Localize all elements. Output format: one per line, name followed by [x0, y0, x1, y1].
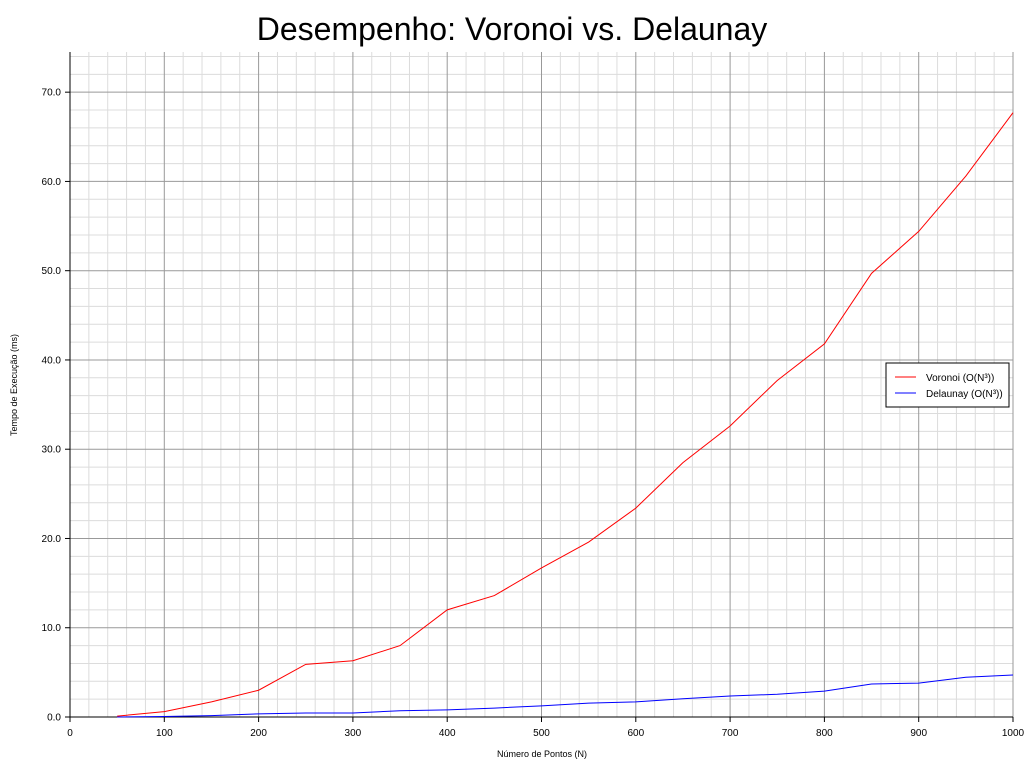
series-lines — [117, 112, 1014, 718]
legend: Voronoi (O(N³)) Delaunay (O(N³)) — [885, 362, 1010, 408]
x-axis-label: Número de Pontos (N) — [497, 749, 587, 759]
x-tick-label: 600 — [627, 728, 644, 739]
x-tick-label: 0 — [67, 728, 73, 739]
y-tick-label: 10.0 — [42, 623, 62, 634]
y-tick-label: 40.0 — [42, 355, 62, 366]
minor-gridlines — [70, 52, 1013, 717]
y-tick-label: 50.0 — [42, 266, 62, 277]
x-tick-label: 500 — [533, 728, 550, 739]
major-gridlines — [70, 52, 1014, 717]
legend-label-1: Delaunay (O(N³)) — [926, 389, 1003, 400]
x-tick-label: 400 — [439, 728, 456, 739]
x-tick-label: 1000 — [1002, 728, 1024, 739]
x-tick-label: 800 — [816, 728, 833, 739]
y-axis-label: Tempo de Execução (ms) — [9, 334, 19, 436]
x-tick-label: 300 — [345, 728, 362, 739]
legend-box — [885, 362, 1010, 408]
legend-label-0: Voronoi (O(N³)) — [926, 373, 994, 384]
y-tick-label: 60.0 — [42, 177, 62, 188]
x-tick-label: 700 — [722, 728, 739, 739]
y-tick-label: 0.0 — [47, 713, 61, 724]
chart-title: Desempenho: Voronoi vs. Delaunay — [257, 11, 768, 47]
series-line-1 — [117, 674, 1014, 718]
y-tick-label: 70.0 — [42, 88, 62, 99]
y-tick-label: 30.0 — [42, 445, 62, 456]
y-tick-label: 20.0 — [42, 534, 62, 545]
ticks: 0 100 200 300 400 500 600 700 800 900 1000 0.0 10.0 2… — [42, 88, 1024, 739]
x-tick-label: 100 — [156, 728, 173, 739]
x-tick-label: 200 — [250, 728, 267, 739]
x-tick-label: 900 — [910, 728, 927, 739]
series-line-0 — [117, 112, 1014, 717]
